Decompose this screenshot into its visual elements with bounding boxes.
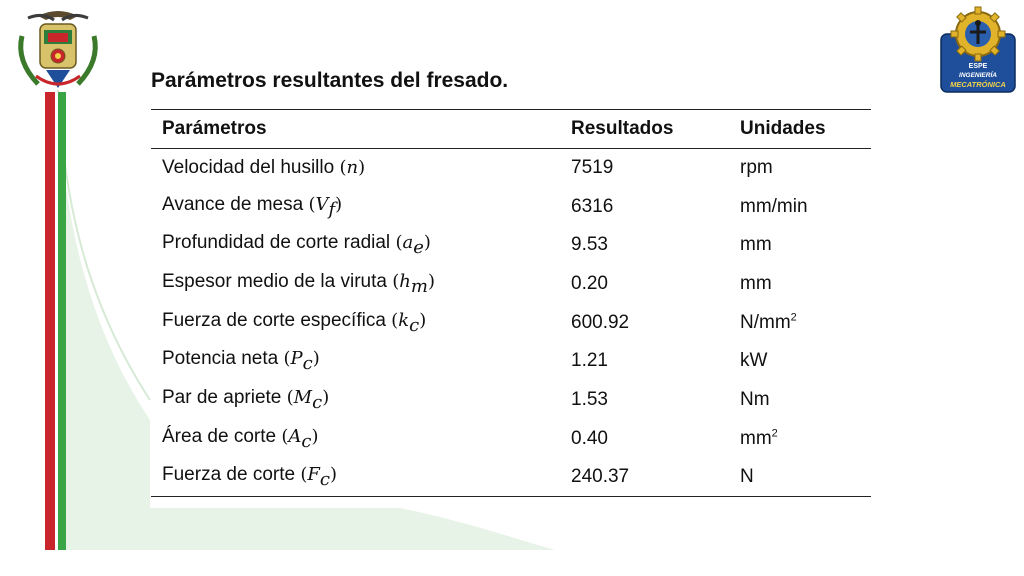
table-row: Fuerza de corte específica (kc) 600.92 N/m… xyxy=(151,303,871,342)
red-stripe xyxy=(45,92,55,550)
parameter-label: Fuerza de corte específica xyxy=(162,309,386,331)
table-row: Velocidad del husillo (n) 7519 rpm xyxy=(151,149,871,188)
parameter-symbol: (Pc) xyxy=(283,348,320,375)
unit-cell: N xyxy=(740,458,871,497)
unit-cell: mm xyxy=(740,265,871,304)
table-row: Área de corte (Ac) 0.40 mm2 xyxy=(151,419,871,458)
parameter-cell: Espesor medio de la viruta (hm) xyxy=(151,265,571,304)
parameter-label: Avance de mesa xyxy=(162,193,304,215)
unit-cell: Nm xyxy=(740,381,871,420)
parameter-label: Potencia neta xyxy=(162,348,279,370)
parameter-symbol: (hm) xyxy=(392,271,435,297)
mechatronics-gear-logo-icon: ESPE INGENIERÍA MECATRÓNICA xyxy=(938,6,1018,94)
unit-text: N xyxy=(740,466,754,488)
result-value: 240.37 xyxy=(571,466,630,488)
result-value: 6316 xyxy=(571,195,614,217)
header-unidades: Unidades xyxy=(740,118,826,139)
header-resultados: Resultados xyxy=(571,118,674,139)
white-stripe xyxy=(55,92,58,550)
parameter-symbol: (ae) xyxy=(395,232,431,259)
university-crest-icon xyxy=(18,11,98,88)
parameter-label: Espesor medio de la viruta xyxy=(162,271,387,292)
unit-text: Nm xyxy=(740,388,770,410)
slide-title: Parámetros resultantes del fresado. xyxy=(151,69,509,92)
svg-text:ESPE: ESPE xyxy=(969,63,988,70)
unit-cell: mm xyxy=(740,226,871,265)
result-value: 1.53 xyxy=(571,388,608,410)
parameter-cell: Potencia neta (Pc) xyxy=(151,342,571,381)
table-row: Par de apriete (Mc) 1.53 Nm xyxy=(151,381,871,420)
parameter-symbol: (Fc) xyxy=(300,464,338,490)
parameter-cell: Fuerza de corte específica (kc) xyxy=(151,303,571,342)
result-value: 7519 xyxy=(571,157,614,179)
green-stripe xyxy=(58,92,66,550)
unit-cell: rpm xyxy=(740,149,871,188)
svg-text:MECATRÓNICA: MECATRÓNICA xyxy=(950,80,1006,89)
parameter-label: Par de apriete xyxy=(162,387,282,409)
parameter-cell: Par de apriete (Mc) xyxy=(151,381,571,420)
table-header-row: Parámetros Resultados Unidades xyxy=(151,109,871,149)
parameter-symbol: (Mc) xyxy=(286,387,330,413)
result-value: 0.40 xyxy=(571,427,608,449)
parameter-label: Fuerza de corte xyxy=(162,464,296,486)
unit-cell: mm2 xyxy=(740,419,871,458)
header-parametros: Parámetros xyxy=(162,118,267,139)
parameter-cell: Fuerza de corte (Fc) xyxy=(151,458,571,497)
result-value: 600.92 xyxy=(571,311,630,333)
table-row: Espesor medio de la viruta (hm) 0.20 mm xyxy=(151,265,871,304)
results-table: Parámetros Resultados Unidades Velocidad… xyxy=(151,109,871,497)
result-value: 0.20 xyxy=(571,272,608,294)
table-row: Fuerza de corte (Fc) 240.37 N xyxy=(151,458,871,497)
table-row: Avance de mesa (Vf) 6316 mm/min xyxy=(151,187,871,226)
unit-exponent: 2 xyxy=(790,311,797,324)
parameter-label: Profundidad de corte radial xyxy=(162,232,391,254)
parameter-label: Velocidad del husillo xyxy=(162,157,335,179)
table-row: Profundidad de corte radial (ae) 9.53 mm xyxy=(151,226,871,265)
unit-exponent: 2 xyxy=(771,427,778,440)
parameter-symbol: (Ac) xyxy=(281,425,319,452)
unit-text: mm xyxy=(740,272,772,294)
unit-text: kW xyxy=(740,350,768,372)
table-row: Potencia neta (Pc) 1.21 kW xyxy=(151,342,871,381)
unit-text: N/mm xyxy=(740,311,791,333)
parameter-cell: Profundidad de corte radial (ae) xyxy=(151,226,571,265)
parameter-cell: Área de corte (Ac) xyxy=(151,419,571,458)
parameter-symbol: (Vf) xyxy=(308,193,343,220)
parameter-symbol: (n) xyxy=(339,157,366,179)
unit-cell: N/mm2 xyxy=(740,303,871,342)
unit-text: mm/min xyxy=(740,195,808,217)
parameter-label: Área de corte xyxy=(162,425,277,447)
unit-cell: mm/min xyxy=(740,187,871,226)
parameter-cell: Velocidad del husillo (n) xyxy=(151,149,571,188)
unit-cell: kW xyxy=(740,342,871,381)
parameter-symbol: (kc) xyxy=(391,309,427,336)
unit-text: mm xyxy=(740,427,772,449)
unit-text: mm xyxy=(740,234,772,256)
unit-text: rpm xyxy=(740,157,773,179)
parameter-cell: Avance de mesa (Vf) xyxy=(151,187,571,226)
svg-text:INGENIERÍA: INGENIERÍA xyxy=(959,70,997,79)
result-value: 9.53 xyxy=(571,234,608,256)
result-value: 1.21 xyxy=(571,350,608,372)
